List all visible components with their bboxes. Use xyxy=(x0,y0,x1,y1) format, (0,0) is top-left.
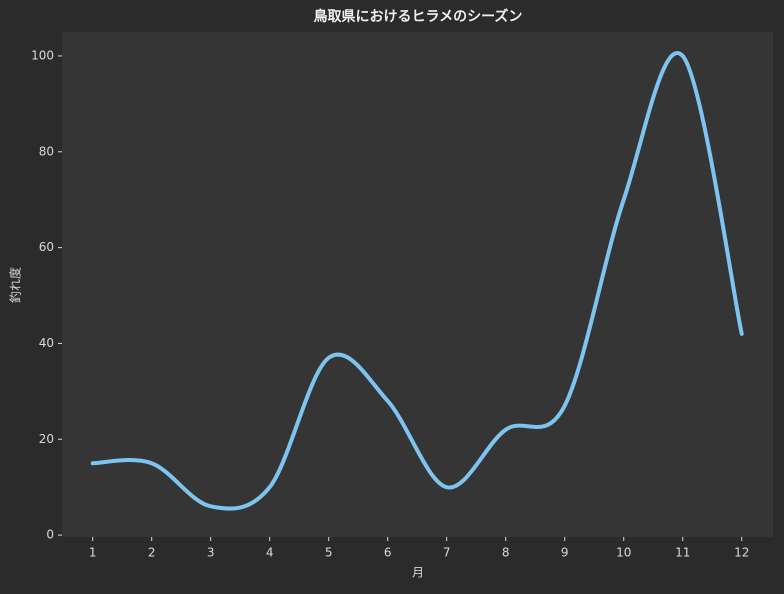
x-tick-label: 6 xyxy=(384,546,392,560)
x-tick-label: 9 xyxy=(561,546,569,560)
y-axis-label: 釣れ度 xyxy=(8,267,23,303)
y-tick-label: 20 xyxy=(39,432,54,446)
x-tick-label: 2 xyxy=(148,546,156,560)
y-tick-label: 0 xyxy=(46,528,54,542)
x-tick-label: 10 xyxy=(616,546,631,560)
y-tick-label: 100 xyxy=(31,48,54,62)
y-tick-label: 40 xyxy=(39,336,54,350)
x-tick-label: 11 xyxy=(675,546,690,560)
x-tick-label: 1 xyxy=(89,546,97,560)
x-tick-label: 8 xyxy=(502,546,510,560)
x-tick-label: 12 xyxy=(734,546,749,560)
x-tick-label: 4 xyxy=(266,546,274,560)
x-tick-label: 3 xyxy=(207,546,215,560)
x-axis-label: 月 xyxy=(412,566,424,580)
x-tick-label: 7 xyxy=(443,546,451,560)
y-tick-label: 60 xyxy=(39,240,54,254)
plot-area xyxy=(62,32,773,537)
data-line xyxy=(90,51,744,511)
x-tick-label: 5 xyxy=(325,546,333,560)
y-tick-label: 80 xyxy=(39,144,54,158)
chart-title: 鳥取県におけるヒラメのシーズン xyxy=(314,8,523,25)
